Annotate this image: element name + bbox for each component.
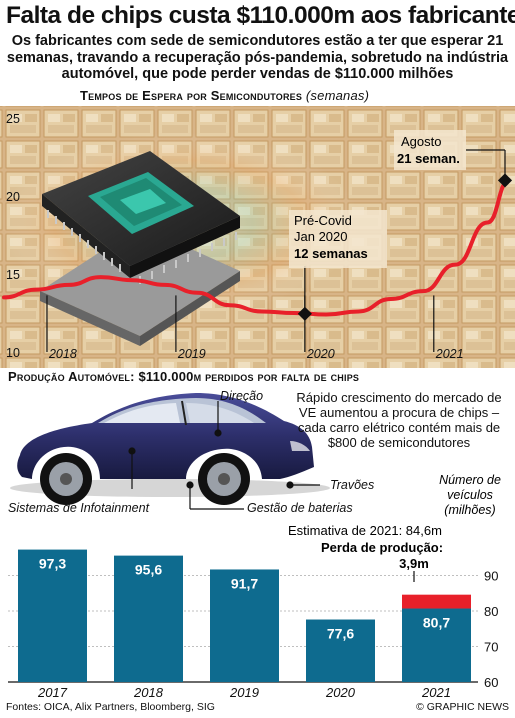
line-chart-unit: (semanas) xyxy=(305,88,370,103)
axis-title-line-2: veículos xyxy=(447,488,493,502)
bar-axis-title: Número de veículos (milhões) xyxy=(439,473,501,517)
bar-y-tick-90: 90 xyxy=(484,569,498,584)
august-label: Agosto xyxy=(401,134,441,149)
bar-y-ticks: 60 70 80 90 xyxy=(484,569,498,691)
infotainment-label: Sistemas de Infotainment xyxy=(8,501,150,515)
bar-2018 xyxy=(114,555,183,682)
bar-2021 xyxy=(402,608,471,682)
ev-note: Rápido crescimento do mercado de VE aume… xyxy=(296,390,502,450)
main-title: Falta de chips custa $110.000m aos fabri… xyxy=(6,2,515,29)
loss-value: 3,9m xyxy=(399,556,429,571)
car-illustration xyxy=(10,393,330,510)
x-tick-2020: 2020 xyxy=(306,347,335,361)
bar-value-2021: 80,7 xyxy=(423,615,450,631)
precovid-value: 12 semanas xyxy=(294,246,368,261)
y-tick-20: 20 xyxy=(6,190,20,204)
x-tick-2019: 2019 xyxy=(177,347,206,361)
bar-category-labels: 2017 2018 2019 2020 2021 xyxy=(37,685,451,700)
y-tick-15: 15 xyxy=(6,268,20,282)
bar-category-2020: 2020 xyxy=(325,685,356,700)
axis-title-line-1: Número de xyxy=(439,473,501,487)
credit: © GRAPHIC NEWS xyxy=(416,701,509,713)
august-annotation: Agosto 21 seman. xyxy=(394,130,466,170)
estimate-2021: Estimativa de 2021: 84,6m xyxy=(288,523,442,538)
august-value: 21 seman. xyxy=(397,151,460,166)
axis-title-line-3: (milhões) xyxy=(444,503,495,517)
direction-label: Direção xyxy=(220,389,264,403)
car-production-bar-chart: 97,3 95,6 91,7 77,6 80,7 2017 2018 2019 2020 202… xyxy=(8,473,501,700)
bar-value-2017: 97,3 xyxy=(39,556,66,572)
bar-loss-2021 xyxy=(402,594,471,609)
precovid-marker xyxy=(297,306,312,321)
bar-2020 xyxy=(306,619,375,682)
battery-label: Gestão de baterias xyxy=(247,501,353,515)
bar-category-2021: 2021 xyxy=(421,685,451,700)
bar-value-2018: 95,6 xyxy=(135,562,162,578)
bar-category-2017: 2017 xyxy=(37,685,68,700)
precovid-line-1: Pré-Covid xyxy=(294,213,352,228)
sources: Fontes: OICA, Alix Partners, Bloomberg, … xyxy=(6,701,215,713)
lead-time-line xyxy=(2,178,511,317)
bar-chart-title: Produção Automóvel: $110.000m perdidos p… xyxy=(8,369,360,384)
loss-title: Perda de produção: xyxy=(321,540,443,555)
bar-value-2020: 77,6 xyxy=(327,626,354,642)
bar-y-tick-80: 80 xyxy=(484,604,498,619)
y-axis: 10 15 20 25 xyxy=(6,112,20,360)
august-marker xyxy=(497,173,513,188)
y-tick-25: 25 xyxy=(6,112,20,126)
bar-value-2019: 91,7 xyxy=(231,575,258,591)
bar-category-2019: 2019 xyxy=(229,685,259,700)
bar-category-2018: 2018 xyxy=(133,685,164,700)
line-chart-title: Tempos de Espera por Semicondutores (sem… xyxy=(80,88,369,103)
subtitle: Os fabricantes com sede de semicondutore… xyxy=(6,33,509,82)
bar-2019 xyxy=(210,569,279,682)
bar-y-tick-70: 70 xyxy=(484,640,498,655)
brakes-label: Travões xyxy=(330,478,375,492)
lead-time-series xyxy=(2,149,513,321)
x-tick-2018: 2018 xyxy=(48,347,77,361)
line-chart-title-text: Tempos de Espera por Semicondutores xyxy=(80,88,303,103)
bar-y-tick-60: 60 xyxy=(484,675,498,690)
lead-time-line-chart: 10 15 20 25 2018 2019 2020 2021 Pré-Covid Jan … xyxy=(0,106,515,368)
precovid-line-2: Jan 2020 xyxy=(294,229,348,244)
bar-series: 97,3 95,6 91,7 77,6 80,7 xyxy=(18,549,471,682)
precovid-annotation: Pré-Covid Jan 2020 12 semanas xyxy=(289,210,387,268)
bar-2017 xyxy=(18,549,87,682)
x-tick-2021: 2021 xyxy=(435,347,464,361)
y-tick-10: 10 xyxy=(6,346,20,360)
